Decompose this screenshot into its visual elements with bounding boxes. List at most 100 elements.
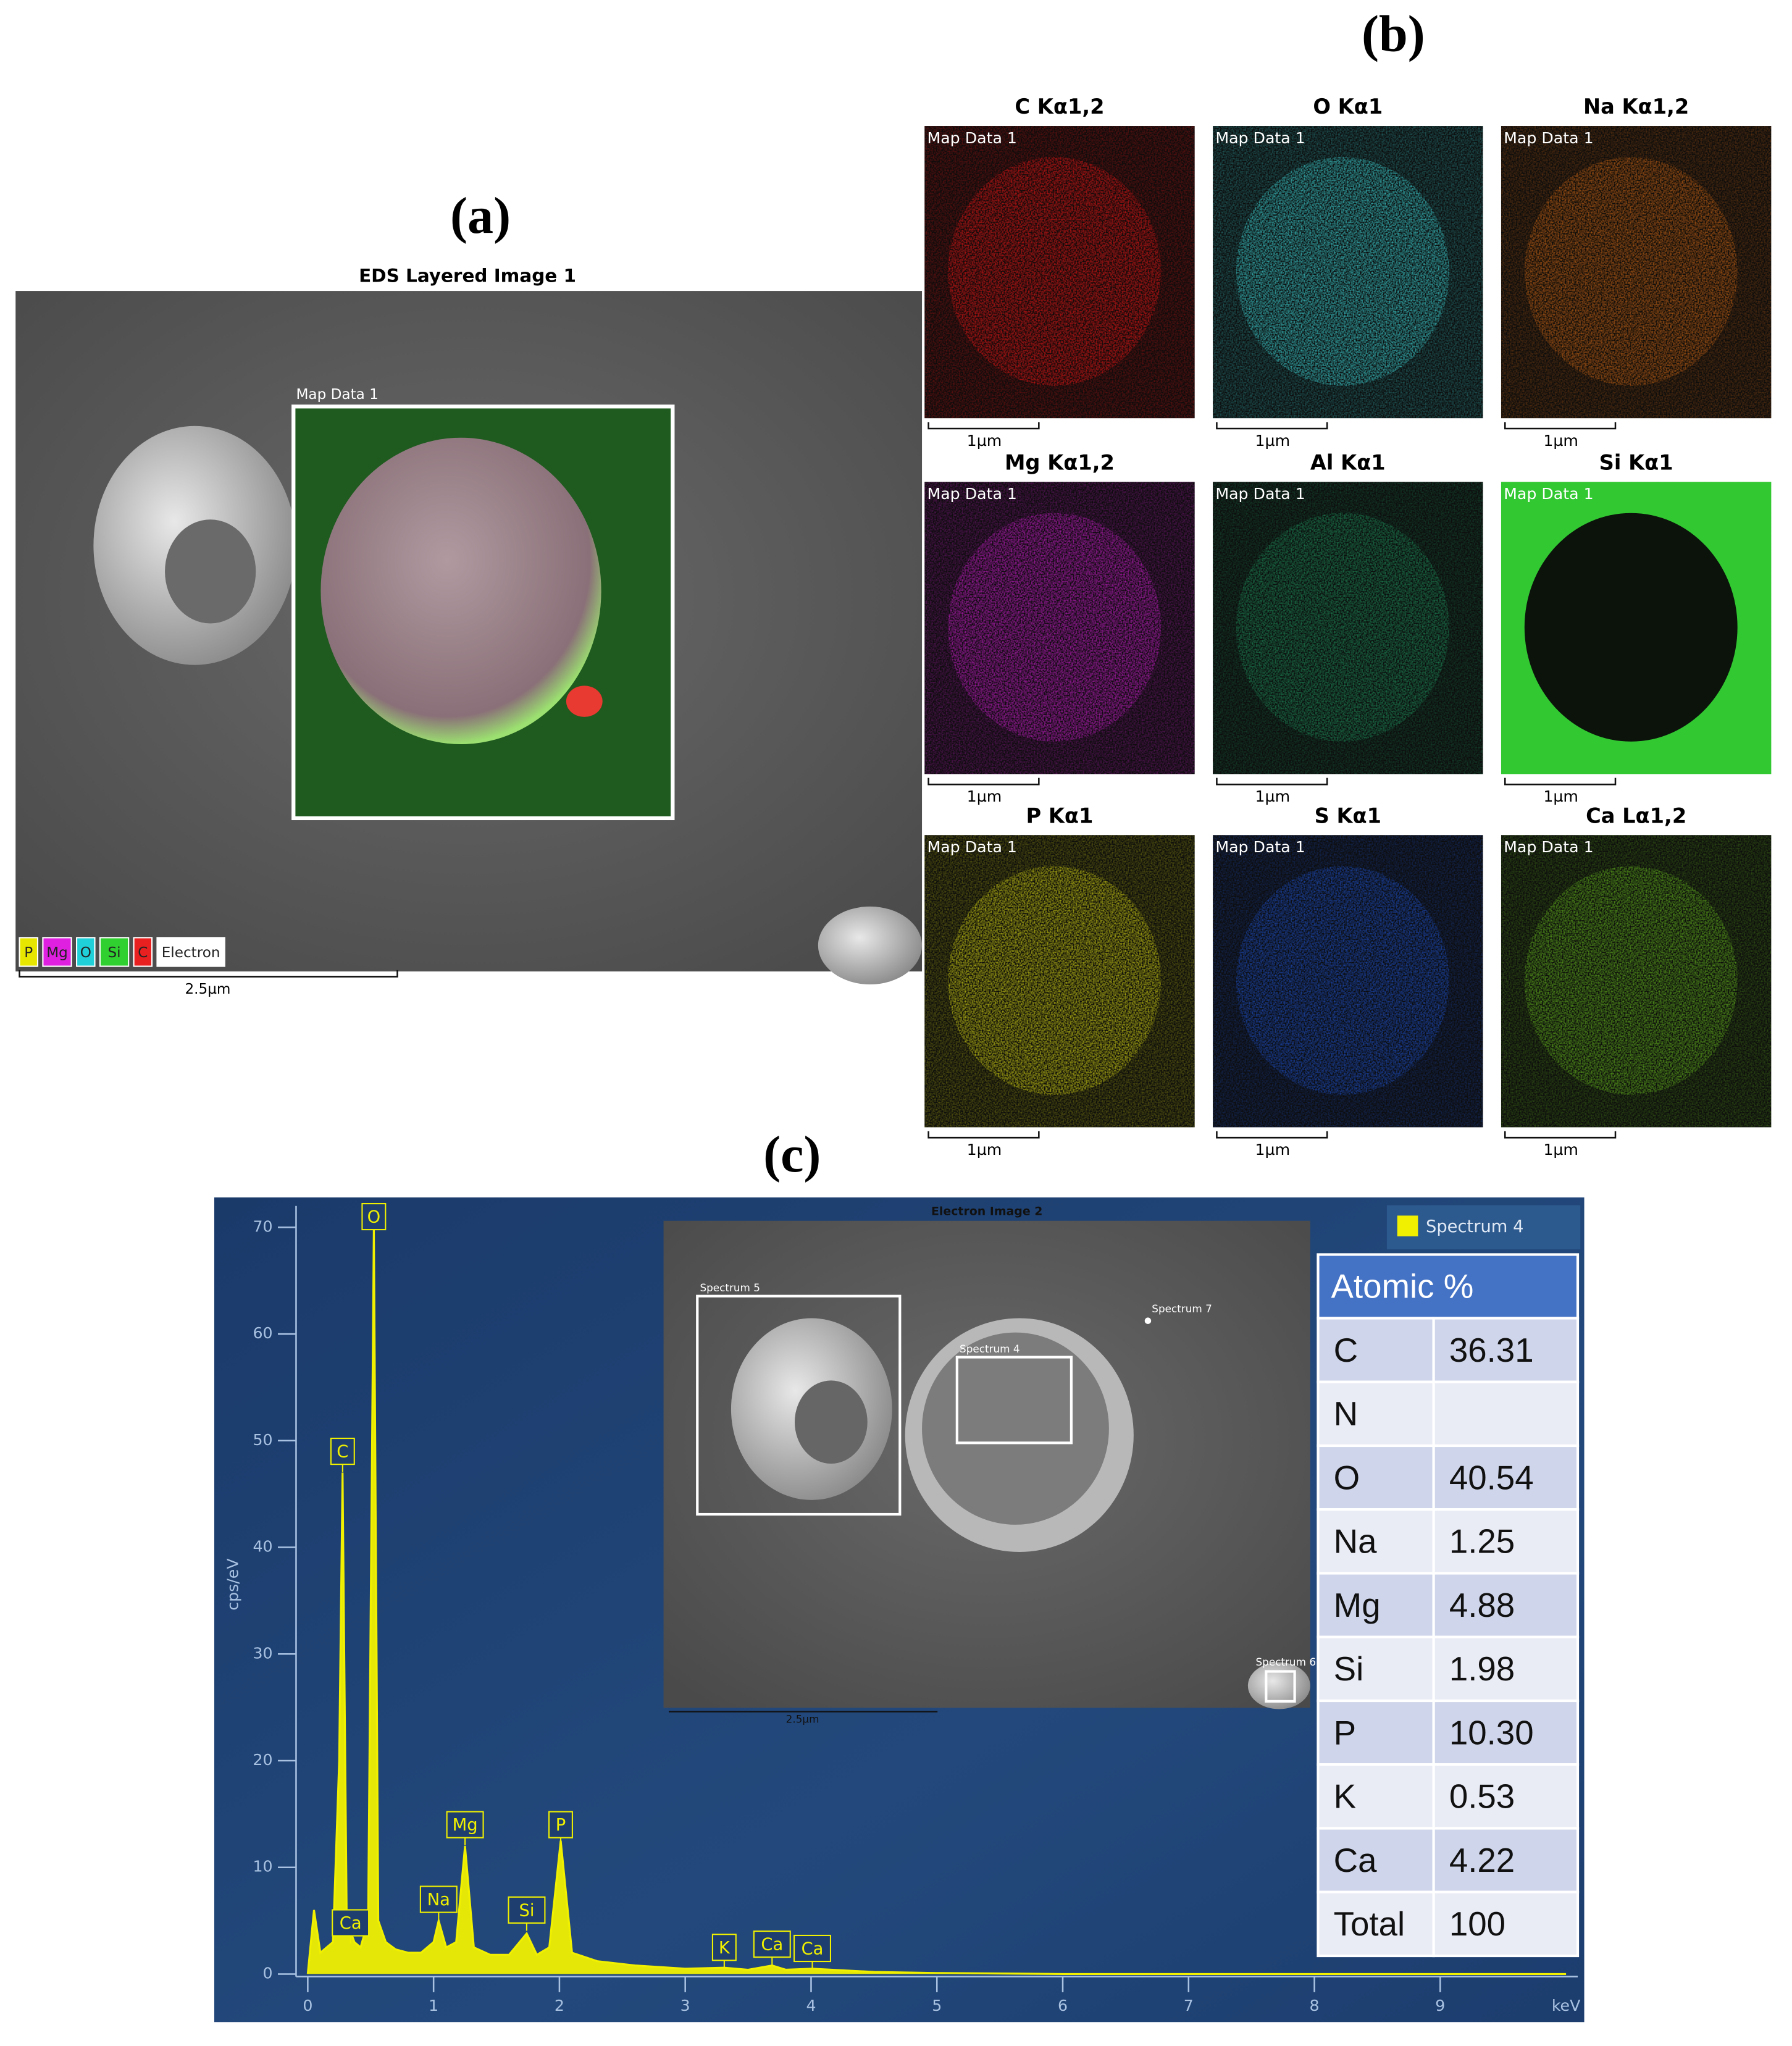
map-particle [1236, 866, 1449, 1095]
map-particle [1236, 157, 1449, 386]
table-text: K [1334, 1778, 1356, 1816]
map-title: O Kα1 [1313, 94, 1383, 119]
table-text: C [1334, 1331, 1358, 1369]
table-cell [1432, 1699, 1580, 1766]
scale-bar [1216, 1131, 1328, 1139]
scale-bar [1504, 422, 1617, 430]
peak-label-box [446, 1811, 484, 1838]
peak-label-box [419, 1885, 458, 1913]
map-particle [1524, 866, 1738, 1095]
peak-label: Ca [340, 1914, 362, 1933]
legend-text: P [24, 945, 33, 961]
map-title: Mg Kα1,2 [1005, 450, 1115, 474]
table-text: 4.88 [1449, 1587, 1515, 1624]
table-text: 36.31 [1449, 1331, 1534, 1369]
y-tick-label: 0 [263, 1964, 273, 1982]
legend-text: O [80, 945, 91, 961]
table-text: Na [1334, 1523, 1377, 1561]
scale-bar [1216, 422, 1328, 430]
legend-chip [42, 937, 72, 967]
y-tick-label: 20 [253, 1751, 273, 1769]
legend-text: Si [108, 945, 121, 961]
element-map [1213, 835, 1483, 1128]
x-tick-label: 7 [1184, 1997, 1194, 2015]
peak-label: Mg [453, 1816, 478, 1835]
map-particle [1524, 513, 1738, 742]
inset-title: Electron Image 2 [931, 1205, 1042, 1218]
peak-label-box [332, 1909, 370, 1937]
inset-label: Spectrum 7 [1152, 1302, 1212, 1315]
table-text: O [1334, 1459, 1360, 1496]
map-label: Map Data 1 [1215, 838, 1305, 856]
map-title: Na Kα1,2 [1583, 94, 1689, 119]
panel-label: (a) [450, 187, 511, 245]
table-cell [1317, 1317, 1435, 1383]
scale-bar-label: 1µm [1543, 1141, 1578, 1159]
table-cell [1432, 1635, 1580, 1703]
map-label: Map Data 1 [1504, 485, 1594, 503]
peak-label: Na [427, 1890, 450, 1910]
scale-bar [927, 1131, 1040, 1139]
element-map [1213, 126, 1483, 419]
legend-chip [156, 937, 225, 967]
element-map [924, 482, 1195, 774]
legend-chip [19, 937, 39, 967]
peak-label: O [367, 1208, 381, 1227]
y-axis-label: cps/eV [224, 1558, 242, 1611]
table-text: Mg [1334, 1587, 1381, 1624]
table-text: N [1334, 1395, 1358, 1433]
map-particle [1524, 157, 1738, 386]
legend-chip [133, 937, 153, 967]
peak-label: Si [519, 1901, 534, 1920]
peak-label: P [556, 1816, 566, 1835]
legend-chip [76, 937, 96, 967]
y-tick-label: 30 [253, 1644, 273, 1662]
table-cell [1432, 1444, 1580, 1511]
table-text: 100 [1449, 1905, 1505, 1943]
map-title: S Kα1 [1315, 803, 1381, 828]
map-label: Map Data 1 [927, 485, 1017, 503]
map-label: Map Data 1 [1504, 129, 1594, 147]
element-map [1501, 482, 1772, 774]
peak-label: C [337, 1443, 348, 1462]
scale-bar [1216, 778, 1328, 786]
y-tick-label: 50 [253, 1431, 273, 1449]
peak-label: K [719, 1939, 731, 1958]
map-title: P Kα1 [1026, 803, 1094, 828]
inset-scale-label: 2.5µm [786, 1713, 819, 1725]
peak-label-box [753, 1931, 791, 1958]
peak-label-box [793, 1934, 832, 1963]
panel-a-image [15, 291, 923, 985]
legend-text: C [138, 945, 148, 961]
element-map [1213, 482, 1483, 774]
legend-text: Electron [162, 945, 220, 961]
panel-label: (b) [1362, 5, 1425, 62]
x-tick-label: 6 [1058, 1997, 1068, 2015]
scale-bar [1504, 778, 1617, 786]
peak-label: Ca [761, 1935, 783, 1955]
map-title: Al Kα1 [1310, 450, 1386, 474]
element-map [924, 126, 1195, 419]
table-text: 1.98 [1449, 1650, 1515, 1688]
table-cell [1317, 1572, 1435, 1638]
x-tick-label: 4 [806, 1997, 816, 2015]
table-cell [1432, 1572, 1580, 1638]
peak-label: Ca [802, 1940, 824, 1959]
inset-label: Spectrum 6 [1256, 1656, 1317, 1668]
map-label: Map Data 1 [1215, 129, 1305, 147]
map-label: Map Data 1 [1215, 485, 1305, 503]
y-tick-label: 60 [253, 1324, 273, 1342]
x-tick-label: 3 [680, 1997, 690, 2015]
table-cell [1432, 1890, 1580, 1958]
scale-bar-label: 1µm [1543, 787, 1578, 805]
peak-label-box [508, 1896, 546, 1924]
table-text: 0.53 [1449, 1778, 1515, 1816]
table-text: 1.25 [1449, 1523, 1515, 1561]
table-cell [1317, 1380, 1435, 1448]
x-axis-label: keV [1552, 1997, 1581, 2015]
map-label: Map Data 1 [296, 387, 378, 403]
scale-bar-label: 1µm [967, 1141, 1002, 1159]
inset-label: Spectrum 5 [700, 1281, 760, 1294]
scale-bar-label: 1µm [1543, 432, 1578, 450]
